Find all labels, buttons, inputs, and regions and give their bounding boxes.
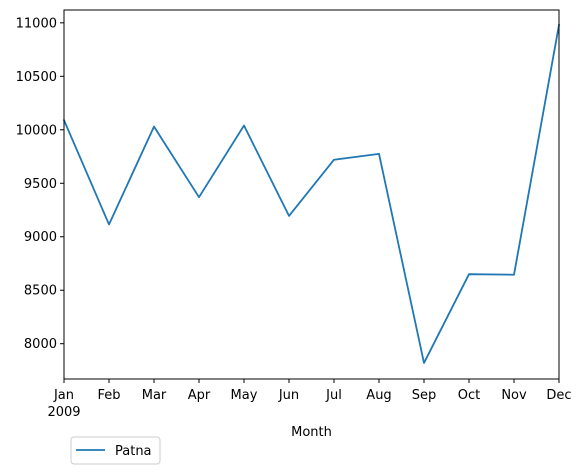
x-tick-label: Feb <box>97 388 120 403</box>
series-line-patna <box>62 23 561 364</box>
plot-frame <box>63 9 560 380</box>
x-tick-label: Mar <box>142 388 167 403</box>
x-tick-label: Jan <box>53 388 74 403</box>
x-year-label: 2009 <box>47 405 80 420</box>
legend: Patna <box>70 436 161 465</box>
x-tick-label: Jul <box>325 388 342 403</box>
legend-box <box>70 436 161 465</box>
y-tick-label: 9500 <box>24 177 57 192</box>
x-axis: Jan Feb Mar Apr May Jun Jul Aug Sep Oct Nov Dec 2009 <box>47 379 572 420</box>
legend-label-patna: Patna <box>115 444 152 459</box>
x-tick-label: May <box>231 388 258 403</box>
series-layer <box>62 23 561 364</box>
x-tick-label: Jun <box>278 388 299 403</box>
y-tick-label: 8500 <box>24 284 57 299</box>
x-tick-label: Oct <box>458 388 480 403</box>
y-tick-label: 11000 <box>16 16 57 31</box>
x-tick-label: Sep <box>412 388 437 403</box>
y-tick-label: 10000 <box>16 123 57 138</box>
y-tick-label: 9000 <box>24 230 57 245</box>
y-tick-label: 8000 <box>24 337 57 352</box>
x-axis-label: Month <box>291 425 332 440</box>
x-tick-label: Apr <box>188 388 211 403</box>
x-tick-label: Aug <box>366 388 391 403</box>
y-tick-label: 10500 <box>16 70 57 85</box>
y-axis: 8000 8500 9000 9500 10000 10500 11000 <box>16 16 64 352</box>
x-tick-label: Nov <box>501 388 527 403</box>
x-tick-label: Dec <box>546 388 571 403</box>
